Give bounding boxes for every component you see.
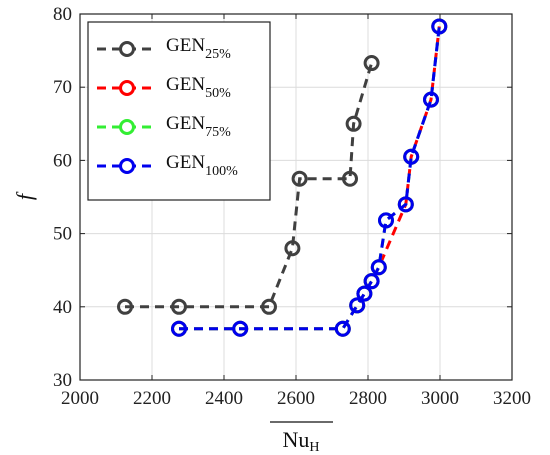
series-point [423,91,439,108]
legend-label-sub: 75% [205,125,231,140]
series-point [356,285,373,302]
y-tick-label: 70 [53,77,72,98]
legend-label-main: GEN [166,74,205,95]
x-axis-title: NuH [270,421,333,455]
legend-marker [119,158,135,174]
series-point [261,298,277,315]
y-tick-label: 40 [53,297,72,318]
x-tick-label: 2800 [349,388,387,409]
series-point [378,212,394,229]
legend-label: GEN25% [166,35,231,62]
series-point [363,273,380,290]
x-tick-label: 3000 [421,388,459,409]
series-point [342,170,358,187]
legend-item: GEN100% [97,152,238,179]
legend-box [87,21,271,201]
series-point [117,298,133,315]
legend-label: GEN50% [166,74,231,101]
legend-label: GEN100% [166,152,238,179]
series-line [125,62,374,309]
x-tick-label: 2600 [277,388,315,409]
series-point [232,320,249,337]
y-tick-label: 80 [53,4,72,25]
series-point [363,55,380,72]
svg-text:NuH: NuH [282,427,319,455]
series-point [403,148,420,165]
legend-item: GEN25% [97,35,231,62]
x-tick-label: 2200 [133,388,171,409]
legend-marker [119,80,135,96]
x-axis-title-main: Nu [282,427,309,452]
series-point [431,18,448,35]
legend-label-main: GEN [166,113,205,134]
series-25pct [117,55,380,315]
series-100pct [171,18,448,337]
series-layer [117,18,448,337]
series-point [284,240,301,257]
legend-item: GEN75% [97,113,231,140]
series-point [370,259,387,276]
series-point [334,320,351,337]
legend-marker [119,41,135,57]
legend-label-sub: 25% [205,47,231,62]
y-tick-label: 60 [53,150,72,171]
series-point [345,115,362,132]
x-axis-title-sub: H [309,440,319,455]
legend-label-main: GEN [166,35,205,56]
y-axis-title: f [12,191,37,200]
ticks: 2000 2200 2400 2600 2800 3000 3200 30 40 50 60 70 80 [53,4,531,409]
y-tick-label: 30 [53,370,72,391]
legend-label: GEN75% [166,113,231,140]
legend-marker [119,119,135,135]
x-tick-label: 3200 [493,388,531,409]
x-tick-label: 2400 [205,388,243,409]
legend: GEN25%GEN50%GEN75%GEN100% [87,21,271,201]
series-point [397,196,414,213]
series-point [291,170,308,187]
legend-label-sub: 100% [205,164,238,179]
series-point [349,297,366,314]
y-tick-label: 50 [53,224,72,245]
x-tick-label: 2000 [61,388,99,409]
series-point [171,298,187,315]
legend-label-main: GEN [166,152,205,173]
legend-item: GEN50% [97,74,231,101]
series-point [171,320,187,337]
legend-label-sub: 50% [205,86,231,101]
